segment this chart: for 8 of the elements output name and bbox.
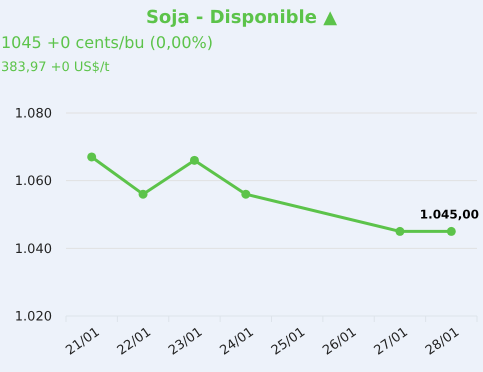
data-label: 1.045,00: [420, 207, 479, 222]
chart-title: Soja - Disponible ▲: [146, 7, 338, 28]
y-tick-label: 1.020: [14, 310, 52, 325]
text: 383,97 +0 US$/t: [1, 60, 110, 75]
y-tick-label: 1.080: [14, 106, 52, 122]
y-tick-label: 1.060: [14, 174, 52, 190]
text: 1045 +0 cents/bu (0,00%): [1, 33, 213, 52]
y-tick-label: 1.040: [14, 242, 52, 257]
